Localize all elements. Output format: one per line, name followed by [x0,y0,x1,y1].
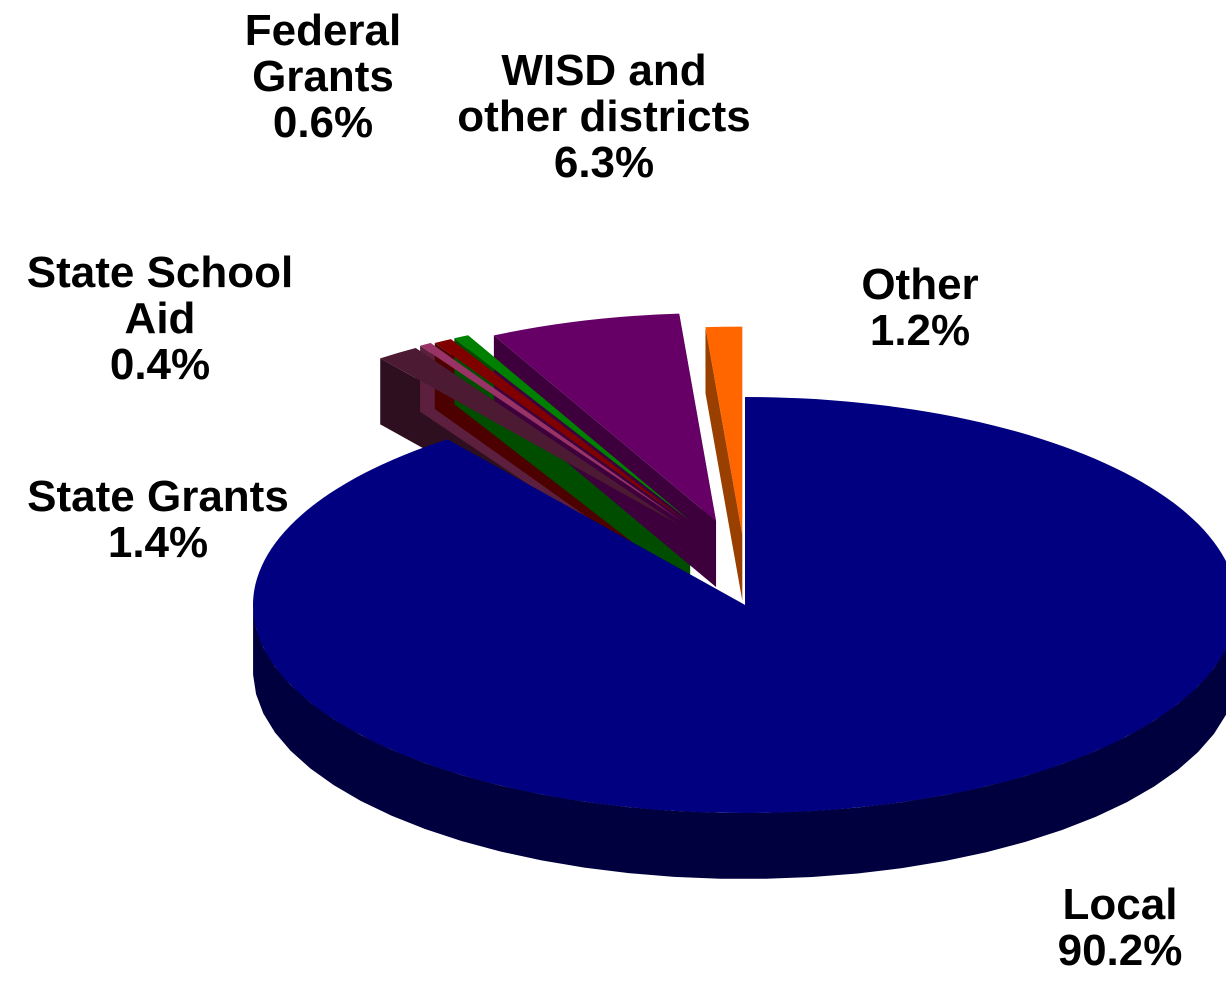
slice-other [705,326,743,535]
value-federal-grants: 0.6% [272,98,374,147]
slice-federal-grants [434,339,687,522]
label-wisd-other-districts: WISD and other districts 6.3% [440,48,768,186]
value-state-grants: 1.4% [107,518,209,567]
slice-state-grants [380,347,678,524]
label-state-school-aid: State School Aid 0.4% [10,250,310,388]
label-other: Other 1.2% [830,262,1010,354]
slice-state-school-aid [420,343,683,522]
slice-rim-local [253,608,1226,879]
label-state-grants: State Grants 1.4% [8,474,308,566]
slice-local [253,397,1226,813]
pie-tops [253,313,1226,879]
value-wisd-other-districts: 6.3% [553,138,655,187]
value-state-school-aid: 0.4% [109,340,211,389]
slice-green-slice [454,335,691,521]
label-federal-grants: Federal Grants 0.6% [228,8,418,146]
value-other: 1.2% [869,306,971,355]
label-local: Local 90.2% [1030,882,1210,974]
slice-wall-start-other [705,327,743,601]
slice-side-other [705,327,743,601]
value-local: 90.2% [1057,926,1183,975]
slice-wisd-and-other-districts [493,313,717,522]
